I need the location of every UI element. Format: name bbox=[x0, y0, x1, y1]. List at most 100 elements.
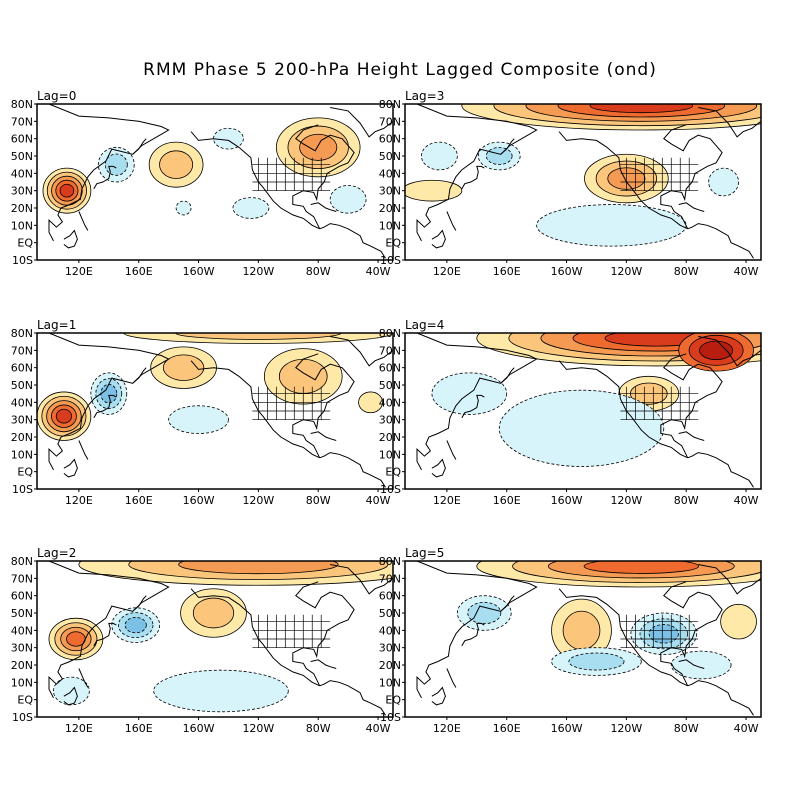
lat-tick-label: EQ bbox=[17, 466, 33, 479]
coastline bbox=[330, 564, 393, 595]
lat-tick-label: 10N bbox=[11, 219, 33, 232]
map-panel-4: Lag=4 80N 70N 60N 50N 40N 30N 20N 10N EQ 10S 120E 16… bbox=[379, 318, 762, 507]
lat-tick-label: 10S bbox=[12, 483, 33, 496]
coastline bbox=[93, 165, 117, 190]
lon-tick-label: 160E bbox=[125, 722, 153, 735]
contour-pos2 bbox=[562, 610, 601, 650]
coastline bbox=[78, 211, 89, 231]
lat-tick-label: 70N bbox=[379, 572, 401, 585]
lat-tick-label: 60N bbox=[379, 590, 401, 603]
coastline bbox=[678, 431, 705, 441]
contour-neg1 bbox=[168, 405, 229, 434]
coastline bbox=[431, 686, 446, 706]
lon-tick-label: 160W bbox=[183, 722, 215, 735]
coastline bbox=[431, 229, 446, 249]
contour-neg1 bbox=[232, 197, 270, 219]
coastline bbox=[48, 104, 170, 242]
lat-tick-label: 30N bbox=[379, 642, 401, 655]
lat-tick-label: EQ bbox=[17, 237, 33, 250]
lat-tick-label: 70N bbox=[11, 344, 33, 357]
panel-label: Lag=2 bbox=[37, 546, 76, 560]
lat-tick-label: 40N bbox=[379, 624, 401, 637]
us-state-boundaries bbox=[252, 157, 331, 192]
contour-pos5 bbox=[589, 104, 694, 114]
contour-pos6 bbox=[699, 340, 734, 360]
coastline bbox=[698, 336, 761, 367]
lon-tick-label: 120W bbox=[242, 494, 274, 507]
lon-tick-label: 120W bbox=[610, 265, 642, 278]
lat-tick-label: 30N bbox=[379, 185, 401, 198]
lon-tick-label: 160E bbox=[125, 494, 153, 507]
coastline bbox=[687, 452, 754, 488]
contour-pos2 bbox=[159, 150, 194, 179]
coastline bbox=[48, 333, 170, 471]
contour-neg1 bbox=[153, 669, 289, 713]
lon-tick-label: 160W bbox=[183, 494, 215, 507]
contour-pos5 bbox=[55, 408, 73, 424]
coastline bbox=[687, 680, 754, 716]
lat-tick-label: EQ bbox=[385, 466, 401, 479]
contour-neg1 bbox=[536, 204, 687, 247]
lon-tick-label: 120E bbox=[65, 494, 93, 507]
coastline bbox=[78, 668, 89, 688]
lon-tick-label: 120E bbox=[65, 722, 93, 735]
lat-tick-label: 70N bbox=[379, 115, 401, 128]
lat-tick-label: 80N bbox=[11, 98, 33, 111]
coastline bbox=[687, 223, 754, 259]
coastline bbox=[310, 431, 337, 441]
contour-neg3 bbox=[100, 384, 118, 404]
lon-tick-label: 160W bbox=[183, 265, 215, 278]
coastline bbox=[500, 595, 515, 612]
lat-tick-label: 70N bbox=[379, 344, 401, 357]
lat-tick-label: 10N bbox=[379, 448, 401, 461]
map-frame bbox=[36, 332, 394, 490]
contour-neg2 bbox=[485, 147, 513, 165]
coastline bbox=[63, 229, 78, 249]
contour-pos3 bbox=[178, 561, 339, 575]
map-panel-1: Lag=0 80N 70N 60N 50N 40N 30N 20N 10N EQ 10S 120E 16… bbox=[11, 89, 394, 278]
lon-tick-label: 160E bbox=[493, 265, 521, 278]
coastline bbox=[431, 458, 446, 478]
lat-tick-label: 10S bbox=[380, 483, 401, 496]
lon-tick-label: 120W bbox=[242, 722, 274, 735]
lat-tick-label: 30N bbox=[11, 414, 33, 427]
coastline bbox=[660, 124, 723, 230]
lat-tick-label: 60N bbox=[11, 590, 33, 603]
lat-tick-label: 50N bbox=[11, 607, 33, 620]
coastline bbox=[132, 367, 147, 384]
contour-pos3 bbox=[299, 133, 338, 161]
lon-tick-label: 120W bbox=[610, 722, 642, 735]
lat-tick-label: 10S bbox=[12, 711, 33, 724]
coastline bbox=[446, 440, 457, 460]
coastline bbox=[48, 561, 170, 699]
contour-pos2 bbox=[162, 354, 205, 381]
lat-tick-label: 70N bbox=[11, 115, 33, 128]
map-frame bbox=[404, 103, 762, 261]
map-panel-6: Lag=5 80N 70N 60N 50N 40N 30N 20N 10N EQ 10S 120E 16… bbox=[379, 546, 762, 735]
panel-label: Lag=3 bbox=[405, 89, 444, 103]
lon-tick-label: 40W bbox=[366, 494, 391, 507]
lat-tick-label: 40N bbox=[379, 167, 401, 180]
lon-tick-label: 80W bbox=[306, 722, 331, 735]
coastline bbox=[93, 394, 117, 419]
lon-tick-label: 160E bbox=[493, 494, 521, 507]
coastline bbox=[678, 202, 705, 212]
map-panel-2: Lag=3 80N 70N 60N 50N 40N 30N 20N 10N EQ 10S 120E 16… bbox=[379, 89, 762, 278]
lat-tick-label: 20N bbox=[379, 659, 401, 672]
lat-tick-label: 20N bbox=[11, 202, 33, 215]
lat-tick-label: 40N bbox=[11, 167, 33, 180]
coastline bbox=[292, 353, 355, 459]
lat-tick-label: 80N bbox=[379, 555, 401, 568]
coastline bbox=[63, 458, 78, 478]
contour-neg1 bbox=[329, 185, 367, 214]
coastline bbox=[500, 367, 515, 384]
contour-pos1 bbox=[720, 603, 757, 640]
contour-neg1 bbox=[498, 389, 665, 467]
us-state-boundaries bbox=[252, 614, 331, 649]
lat-tick-label: 60N bbox=[379, 133, 401, 146]
map-frame bbox=[404, 560, 762, 718]
contour-neg2 bbox=[467, 601, 502, 625]
contour-neg1 bbox=[670, 650, 732, 680]
contour-neg1 bbox=[213, 127, 244, 150]
